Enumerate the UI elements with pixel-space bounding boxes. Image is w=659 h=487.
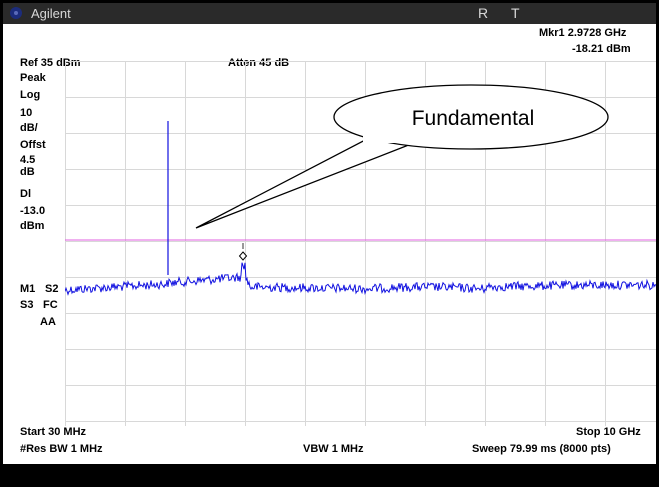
- scale-unit: dB/: [20, 122, 38, 134]
- offset-value: 4.5: [20, 154, 36, 166]
- offset-label: Offst: [20, 139, 46, 151]
- callout-text: Fundamental: [412, 107, 535, 130]
- spectrum-trace: [65, 262, 656, 296]
- indicator-r: R: [478, 5, 489, 21]
- trace-fc: FC: [43, 299, 58, 311]
- display-line-unit: dBm: [20, 220, 45, 232]
- marker-1-icon: [238, 251, 248, 261]
- title-bar: Agilent R T: [3, 3, 656, 24]
- display-line-value: -13.0: [20, 205, 46, 217]
- attenuation: Atten 45 dB: [228, 57, 290, 69]
- stop-frequency: Stop 10 GHz: [576, 426, 641, 438]
- trace-s3: S3: [20, 299, 34, 311]
- brand-name: Agilent: [31, 6, 71, 21]
- trace-aa: AA: [40, 316, 56, 328]
- marker-amplitude: -18.21 dBm: [572, 43, 631, 55]
- marker-frequency: Mkr1 2.9728 GHz: [539, 27, 627, 39]
- callout-pointer: [195, 137, 425, 229]
- offset-unit: dB: [20, 166, 35, 178]
- trace-m1: M1: [20, 283, 36, 295]
- start-frequency: Start 30 MHz: [20, 426, 87, 438]
- spectrum-plot: Fundamental: [65, 61, 656, 426]
- sweep-time: Sweep 79.99 ms (8000 pts): [472, 443, 611, 455]
- video-bandwidth: VBW 1 MHz: [303, 443, 364, 455]
- analyzer-screen: Agilent R T Mkr1 2.9728 GHz -18.21 dBm R…: [3, 3, 656, 484]
- detector-label: Peak: [20, 72, 46, 84]
- trace-s2: S2: [45, 283, 59, 295]
- display-line-label: Dl: [20, 188, 31, 200]
- status-bar: [3, 464, 656, 484]
- resolution-bandwidth: #Res BW 1 MHz: [20, 443, 103, 455]
- agilent-logo-icon: [10, 7, 22, 19]
- scale-type: Log: [20, 89, 41, 101]
- scale-value: 10: [20, 107, 33, 119]
- indicator-t: T: [511, 5, 520, 21]
- callout-join: [363, 133, 429, 143]
